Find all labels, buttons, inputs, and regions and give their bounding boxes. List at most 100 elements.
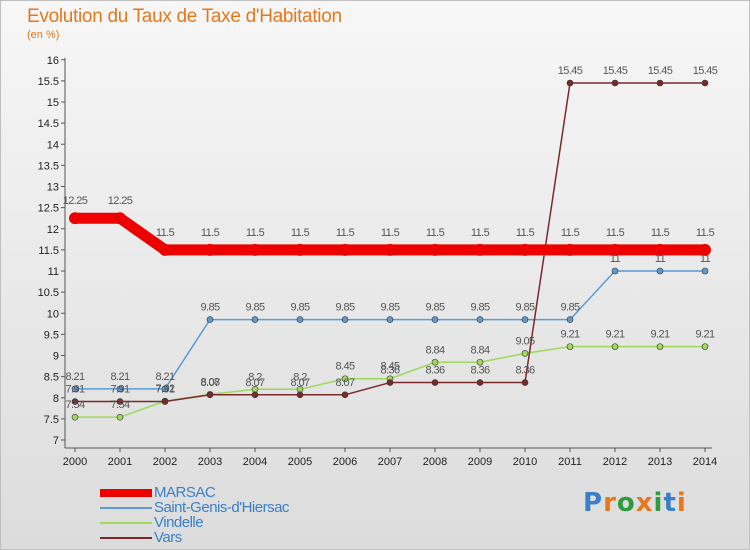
data-point xyxy=(429,243,441,256)
data-point xyxy=(654,243,666,256)
data-point xyxy=(564,243,576,256)
data-label: 9.85 xyxy=(560,302,579,314)
data-point xyxy=(159,243,171,256)
y-tick-label: 10 xyxy=(47,308,59,320)
data-point xyxy=(521,316,529,323)
legend-item-vars: Vars xyxy=(100,530,289,545)
y-tick-label: 14.5 xyxy=(38,118,59,130)
data-point xyxy=(384,243,396,256)
data-label: 9.85 xyxy=(290,302,309,314)
data-label: 7.91 xyxy=(110,384,129,396)
x-tick-label: 2009 xyxy=(468,456,492,468)
x-tick-label: 2011 xyxy=(558,456,582,468)
data-point xyxy=(339,243,351,256)
legend-label-marsac: MARSAC xyxy=(154,484,216,501)
data-point xyxy=(69,212,81,225)
data-point xyxy=(701,343,709,350)
legend-swatch-vindelle xyxy=(100,521,152,524)
data-point xyxy=(341,391,349,399)
data-point xyxy=(251,391,259,399)
data-label: 7.91 xyxy=(65,384,84,396)
data-label: 11.5 xyxy=(156,227,175,239)
data-point xyxy=(476,316,484,323)
data-point xyxy=(519,243,531,256)
data-point xyxy=(611,267,619,275)
data-point xyxy=(251,316,259,323)
proxiti-logo: Proxiti xyxy=(583,488,687,518)
data-label: 7.92 xyxy=(155,383,174,395)
data-point xyxy=(296,391,304,399)
y-tick-label: 7.5 xyxy=(44,414,59,426)
data-point xyxy=(701,267,709,275)
data-label: 11.5 xyxy=(336,227,355,239)
logo-letter: t xyxy=(663,488,677,518)
legend-swatch-vars xyxy=(100,536,152,539)
x-tick-label: 2007 xyxy=(378,456,402,468)
data-label: 11.5 xyxy=(246,227,265,239)
data-label: 7.91 xyxy=(155,384,174,396)
data-point xyxy=(249,243,261,256)
data-point xyxy=(656,267,664,275)
legend: MARSAC Saint-Genis-d'Hiersac Vindelle Va… xyxy=(100,485,289,545)
logo-letter: o xyxy=(616,488,636,518)
x-tick-label: 2002 xyxy=(153,456,177,468)
data-label: 11.5 xyxy=(561,227,580,239)
data-point xyxy=(611,343,619,350)
legend-item-marsac: MARSAC xyxy=(100,485,289,500)
data-label: 11.5 xyxy=(606,227,625,239)
y-tick-label: 13.5 xyxy=(38,160,59,172)
data-label: 7.54 xyxy=(65,399,84,411)
data-label: 15.45 xyxy=(648,65,673,77)
data-label: 11.5 xyxy=(426,227,445,239)
y-tick-label: 8 xyxy=(53,393,59,405)
data-point xyxy=(71,385,79,393)
data-label: 9.21 xyxy=(605,329,624,341)
data-point xyxy=(566,343,574,350)
data-label: 9.21 xyxy=(695,329,714,341)
data-label: 12.25 xyxy=(108,195,133,207)
data-point xyxy=(294,243,306,256)
data-label: 8.21 xyxy=(110,371,129,383)
data-label: 8.36 xyxy=(425,365,444,377)
data-label: 9.85 xyxy=(335,302,354,314)
x-tick-label: 2005 xyxy=(288,456,312,468)
data-label: 9.85 xyxy=(515,302,534,314)
data-label: 11.5 xyxy=(516,227,535,239)
data-point xyxy=(476,358,484,366)
logo-letter: i xyxy=(676,488,687,518)
y-tick-label: 9.5 xyxy=(44,329,59,341)
data-label: 11.5 xyxy=(651,227,670,239)
legend-label-saint-genis: Saint-Genis-d'Hiersac xyxy=(154,499,289,516)
data-point xyxy=(476,379,484,386)
data-label: 8.21 xyxy=(65,371,84,383)
y-tick-label: 10.5 xyxy=(38,287,59,299)
data-label: 9.21 xyxy=(560,329,579,341)
legend-swatch-saint-genis xyxy=(100,506,152,509)
data-point xyxy=(699,243,711,256)
data-point xyxy=(701,79,709,87)
y-tick-label: 12 xyxy=(47,224,59,236)
data-label: 8.07 xyxy=(245,377,264,389)
data-label: 7.54 xyxy=(110,399,129,411)
data-point xyxy=(116,385,124,393)
data-label: 8.84 xyxy=(425,344,444,356)
data-point xyxy=(341,316,349,323)
legend-item-vindelle: Vindelle xyxy=(100,515,289,530)
legend-label-vindelle: Vindelle xyxy=(154,514,204,531)
data-label: 11.5 xyxy=(696,227,715,239)
data-point xyxy=(474,243,486,256)
data-point xyxy=(431,316,439,323)
logo-letter: x xyxy=(635,488,654,518)
data-point xyxy=(206,316,214,323)
logo-letter: P xyxy=(583,488,604,518)
data-label: 15.45 xyxy=(603,65,628,77)
data-label: 15.45 xyxy=(558,65,583,77)
data-label: 9.05 xyxy=(515,335,534,347)
data-label: 8.07 xyxy=(290,377,309,389)
y-tick-label: 15.5 xyxy=(38,76,59,88)
data-point xyxy=(431,379,439,386)
legend-item-saint-genis: Saint-Genis-d'Hiersac xyxy=(100,500,289,515)
data-label: 11.5 xyxy=(291,227,310,239)
y-tick-label: 8.5 xyxy=(44,372,59,384)
